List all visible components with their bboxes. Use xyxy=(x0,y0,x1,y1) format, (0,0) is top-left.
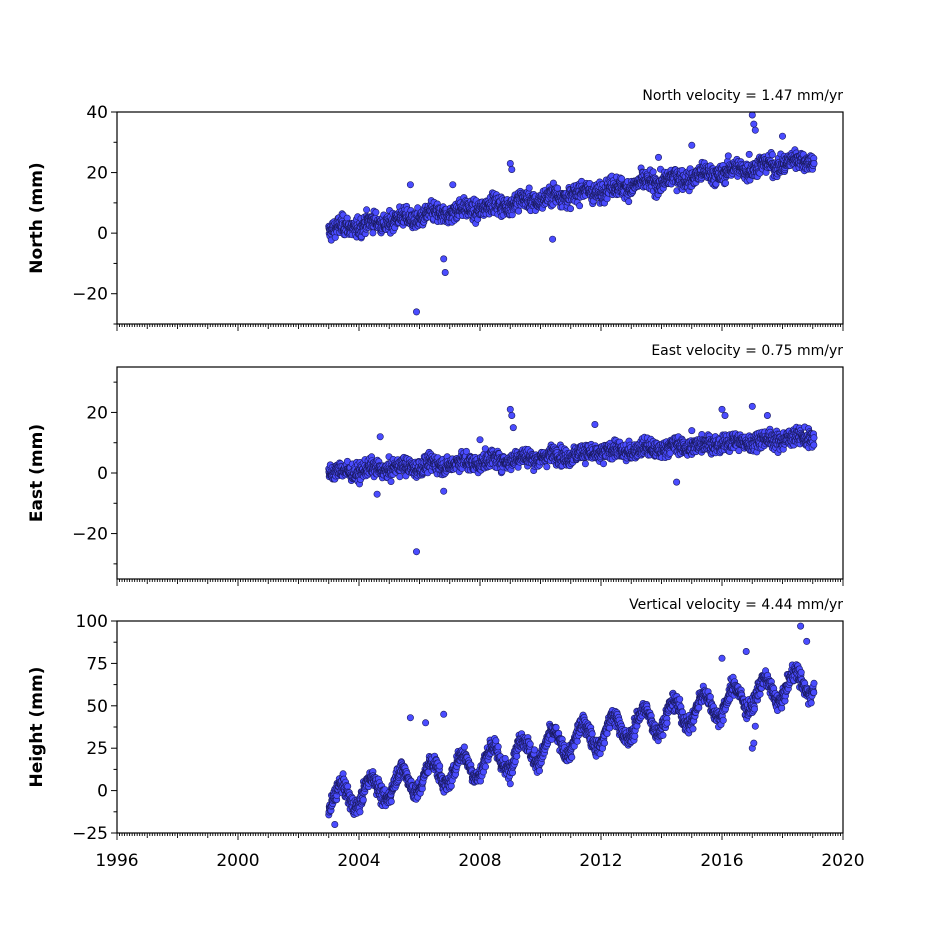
y-tick-label: −20 xyxy=(72,525,108,545)
y-tick-label: 20 xyxy=(86,164,108,184)
data-point xyxy=(369,229,377,237)
data-point xyxy=(724,152,732,160)
outlier-point xyxy=(751,126,759,134)
y-tick-label: 40 xyxy=(86,103,108,123)
data-point xyxy=(576,202,584,210)
data-point xyxy=(768,151,776,159)
data-point xyxy=(649,168,657,176)
outlier-point xyxy=(688,141,696,149)
velocity-label: East velocity = 0.75 mm/yr xyxy=(651,343,843,359)
data-point xyxy=(387,477,395,485)
data-point xyxy=(363,206,371,214)
data-point xyxy=(525,184,533,192)
data-point xyxy=(810,434,818,442)
y-tick-label: 20 xyxy=(86,403,108,423)
y-tick-label: −20 xyxy=(72,285,108,305)
outlier-point xyxy=(688,427,696,435)
data-point xyxy=(581,460,589,468)
data-points xyxy=(325,622,818,828)
outlier-point xyxy=(440,487,448,495)
data-point xyxy=(554,184,562,192)
data-point xyxy=(810,441,818,449)
outlier-point xyxy=(406,181,414,189)
outlier-point xyxy=(750,120,758,128)
velocity-label: North velocity = 1.47 mm/yr xyxy=(642,88,843,104)
outlier-point xyxy=(748,112,756,119)
outlier-point xyxy=(506,405,514,413)
data-point xyxy=(618,175,626,183)
outlier-point xyxy=(449,181,457,189)
outlier-point xyxy=(376,433,384,441)
panel-2: −20 0 20 East (mm) East velocity = 0.75 mm/y… xyxy=(27,343,844,586)
y-tick-label: 0 xyxy=(97,464,108,484)
outlier-point xyxy=(508,411,516,419)
outlier-point xyxy=(412,548,420,556)
outlier-point xyxy=(549,235,557,243)
outlier-point xyxy=(654,153,662,161)
data-point xyxy=(543,463,551,471)
data-points xyxy=(325,402,818,556)
outlier-point xyxy=(718,405,726,413)
outlier-point xyxy=(508,166,516,174)
outlier-point xyxy=(373,490,381,498)
data-point xyxy=(721,179,729,187)
outlier-point xyxy=(440,255,448,263)
data-point xyxy=(436,762,444,770)
outlier-point xyxy=(506,160,514,168)
outlier-point xyxy=(509,424,517,432)
outlier-point xyxy=(778,132,786,140)
panel-1: −20 0 20 40 North (mm) North velocity = 1.47 … xyxy=(27,88,844,331)
y-axis-label: East (mm) xyxy=(27,424,47,522)
data-point xyxy=(447,782,455,790)
data-point xyxy=(515,207,523,215)
outlier-point xyxy=(441,268,449,276)
outlier-point xyxy=(476,436,484,444)
data-point xyxy=(372,208,380,216)
data-point xyxy=(810,160,818,168)
data-points xyxy=(325,112,818,316)
outlier-point xyxy=(763,411,771,419)
outlier-point xyxy=(412,308,420,316)
outlier-point xyxy=(673,478,681,486)
data-point xyxy=(599,460,607,468)
outlier-point xyxy=(748,402,756,410)
data-point xyxy=(356,808,364,816)
y-tick-label: 0 xyxy=(97,224,108,244)
outlier-point xyxy=(591,420,599,428)
data-point xyxy=(359,796,367,804)
data-point xyxy=(387,797,395,805)
data-point xyxy=(396,473,404,481)
y-axis-label: North (mm) xyxy=(27,162,47,273)
outlier-point xyxy=(745,150,753,158)
data-point xyxy=(566,205,574,213)
data-point xyxy=(625,198,633,206)
outlier-point xyxy=(721,411,729,419)
